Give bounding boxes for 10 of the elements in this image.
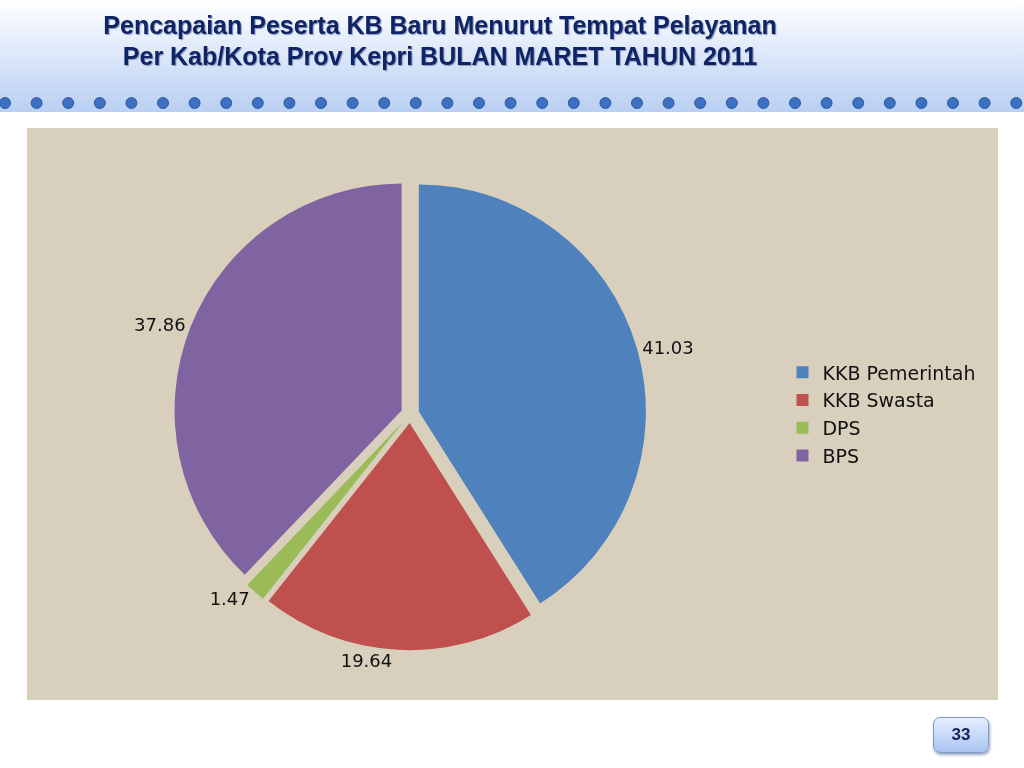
data-label: 1.47 xyxy=(209,587,250,609)
legend-label: KKB Swasta xyxy=(822,389,935,412)
legend-label: KKB Pemerintah xyxy=(822,361,976,384)
chart-title: Pencapaian Peserta KB Baru Menurut Tempat Pelayanan Per Kab/Kota Prov Kepri BULAN MARET TAHUN 2011 xyxy=(102,10,778,72)
legend-label: BPS xyxy=(822,444,860,467)
page-number-badge: 33 xyxy=(933,717,989,753)
data-label: 37.86 xyxy=(134,314,186,336)
legend-label: DPS xyxy=(822,417,861,440)
data-label: 19.64 xyxy=(340,649,393,671)
data-label: 41.03 xyxy=(642,337,694,359)
